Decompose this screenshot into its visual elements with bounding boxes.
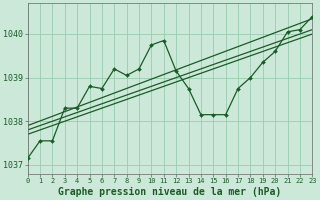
- X-axis label: Graphe pression niveau de la mer (hPa): Graphe pression niveau de la mer (hPa): [58, 186, 282, 197]
